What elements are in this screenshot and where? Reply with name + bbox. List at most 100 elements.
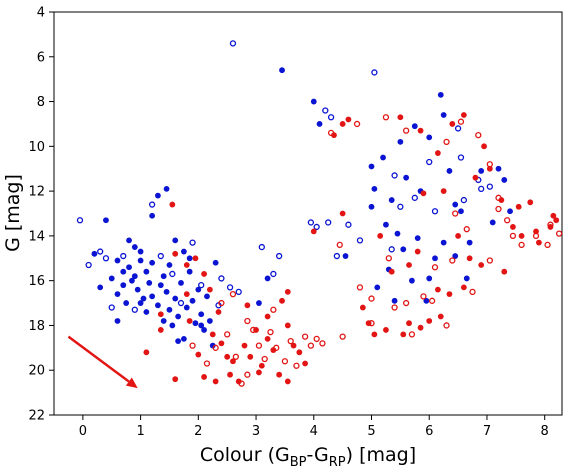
filled-blue-point <box>160 273 167 280</box>
filled-blue-point <box>206 318 213 324</box>
open-blue-point <box>431 208 439 215</box>
open-blue-point <box>388 246 395 253</box>
open-red-point <box>250 326 257 334</box>
filled-blue-point <box>178 280 184 286</box>
filled-blue-point <box>310 98 317 105</box>
data-points <box>76 40 563 387</box>
filled-blue-point <box>149 212 156 219</box>
open-red-point <box>457 118 465 125</box>
filled-blue-point <box>114 291 121 297</box>
filled-blue-point <box>163 185 170 192</box>
filled-red-point <box>172 376 179 383</box>
open-blue-point <box>397 203 404 210</box>
x-tick-label: 7 <box>483 424 491 439</box>
filled-blue-point <box>371 185 378 192</box>
filled-red-point <box>510 224 516 230</box>
filled-red-point <box>296 349 303 356</box>
open-red-point <box>385 255 392 262</box>
open-blue-point <box>426 158 433 166</box>
filled-red-point <box>434 150 441 156</box>
open-red-point <box>327 129 335 137</box>
filled-red-point <box>527 199 534 206</box>
filled-red-point <box>290 342 297 349</box>
filled-red-point <box>143 349 150 356</box>
open-red-point <box>486 161 493 168</box>
open-blue-point <box>120 252 127 260</box>
filled-blue-point <box>166 262 173 268</box>
filled-red-point <box>397 114 404 121</box>
open-blue-point <box>313 223 320 231</box>
filled-blue-point <box>126 237 132 244</box>
filled-blue-point <box>131 244 138 250</box>
filled-red-point <box>235 378 242 385</box>
y-tick-label: 22 <box>28 409 45 424</box>
open-red-point <box>244 317 251 325</box>
filled-red-point <box>256 369 262 376</box>
filled-blue-point <box>463 275 470 282</box>
x-axis-title: Colour (GBP-GRP) [mag] <box>200 444 416 470</box>
filled-blue-point <box>198 311 205 318</box>
filled-blue-point <box>391 297 398 304</box>
filled-blue-point <box>264 275 271 282</box>
filled-red-point <box>224 353 231 360</box>
filled-red-point <box>486 165 493 172</box>
filled-red-point <box>264 313 271 320</box>
filled-red-point <box>339 121 346 127</box>
filled-blue-point <box>394 230 401 237</box>
open-blue-point <box>345 221 352 228</box>
filled-blue-point <box>209 342 216 349</box>
filled-red-point <box>230 358 236 365</box>
filled-blue-point <box>423 297 430 304</box>
filled-blue-point <box>143 309 150 315</box>
open-red-point <box>224 331 231 338</box>
filled-red-point <box>192 255 199 262</box>
filled-blue-point <box>192 320 199 327</box>
filled-blue-point <box>149 259 156 266</box>
filled-red-point <box>169 201 176 208</box>
open-red-point <box>255 342 263 349</box>
open-blue-point <box>325 219 332 226</box>
filled-blue-point <box>114 257 121 264</box>
filled-red-point <box>279 297 285 304</box>
filled-blue-point <box>342 253 349 259</box>
open-red-point <box>452 210 459 217</box>
arrow-layer <box>67 335 138 389</box>
filled-blue-point <box>155 192 161 199</box>
y-tick-label: 16 <box>28 274 45 289</box>
filled-blue-point <box>186 268 193 275</box>
filled-red-point <box>478 262 485 268</box>
open-red-point <box>189 342 196 349</box>
filled-red-point <box>440 188 447 195</box>
x-title-part-2: -G <box>306 444 328 466</box>
filled-blue-point <box>149 293 156 300</box>
filled-red-point <box>515 203 522 210</box>
open-red-point <box>356 284 364 291</box>
filled-red-point <box>244 302 251 309</box>
open-blue-point <box>411 194 418 201</box>
open-red-point <box>293 362 300 369</box>
filled-blue-point <box>131 273 138 280</box>
open-red-point <box>212 344 219 351</box>
filled-blue-point <box>388 197 395 203</box>
filled-blue-point <box>103 217 109 224</box>
filled-red-point <box>550 212 557 219</box>
open-red-point <box>368 295 375 302</box>
filled-red-point <box>466 255 473 262</box>
x-tick-label: 2 <box>194 424 202 439</box>
y-tick-label: 10 <box>28 140 45 155</box>
open-blue-point <box>169 270 176 278</box>
open-red-point <box>495 205 502 213</box>
open-red-point <box>339 333 346 340</box>
filled-blue-point <box>108 275 115 282</box>
x-tick-label: 4 <box>310 424 318 439</box>
filled-blue-point <box>446 168 453 174</box>
filled-blue-point <box>316 121 323 127</box>
filled-blue-point <box>466 239 473 246</box>
open-red-point <box>495 194 502 201</box>
open-blue-point <box>371 69 378 76</box>
x-title-sub-bp: BP <box>290 455 307 470</box>
open-red-point <box>420 293 427 300</box>
filled-red-point <box>417 324 424 331</box>
